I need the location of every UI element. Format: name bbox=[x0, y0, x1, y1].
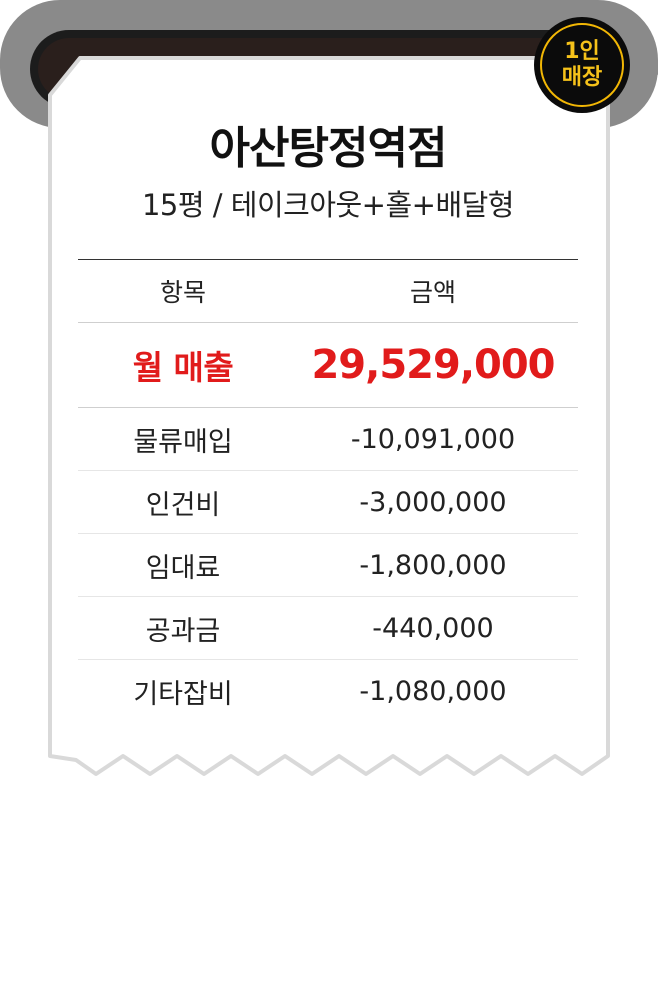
revenue-label: 월 매출 bbox=[132, 348, 234, 387]
store-subtitle: 15평 / 테이크아웃+홀+배달형 bbox=[141, 188, 515, 222]
revenue-amount: 29,529,000 bbox=[311, 342, 555, 388]
table-row: 물류매입 -10,091,000 bbox=[78, 408, 578, 471]
table-row: 임대료 -1,800,000 bbox=[78, 534, 578, 597]
expense-label: 물류매입 bbox=[133, 426, 233, 458]
expense-label: 임대료 bbox=[145, 552, 221, 584]
badge-ring: 1인 매장 bbox=[540, 23, 624, 107]
table-row: 인건비 -3,000,000 bbox=[78, 471, 578, 534]
single-store-badge: 1인 매장 bbox=[534, 17, 630, 113]
header-amount: 금액 bbox=[409, 278, 456, 307]
receipt-paper bbox=[48, 56, 610, 776]
expense-label: 공과금 bbox=[145, 615, 221, 647]
expense-label: 기타잡비 bbox=[133, 678, 233, 710]
store-name: 아산탕정역점 bbox=[209, 123, 448, 174]
table-row: 공과금 -440,000 bbox=[78, 597, 578, 660]
badge-line1: 1인 bbox=[564, 39, 600, 64]
expense-amount: -1,080,000 bbox=[359, 675, 507, 707]
expense-amount: -3,000,000 bbox=[359, 486, 507, 518]
expense-label: 인건비 bbox=[145, 489, 221, 521]
badge-line2: 매장 bbox=[561, 65, 603, 90]
expense-amount: -440,000 bbox=[372, 612, 494, 644]
header-item: 항목 bbox=[159, 278, 206, 307]
table-header-row: 항목 금액 bbox=[78, 260, 578, 323]
revenue-row: 월 매출 29,529,000 bbox=[78, 323, 578, 408]
sales-table: 항목 금액 월 매출 29,529,000 물류매입 -10,091,000 인… bbox=[78, 259, 578, 722]
expense-amount: -1,800,000 bbox=[359, 549, 507, 581]
expense-amount: -10,091,000 bbox=[350, 423, 516, 455]
table-row: 기타잡비 -1,080,000 bbox=[78, 660, 578, 722]
